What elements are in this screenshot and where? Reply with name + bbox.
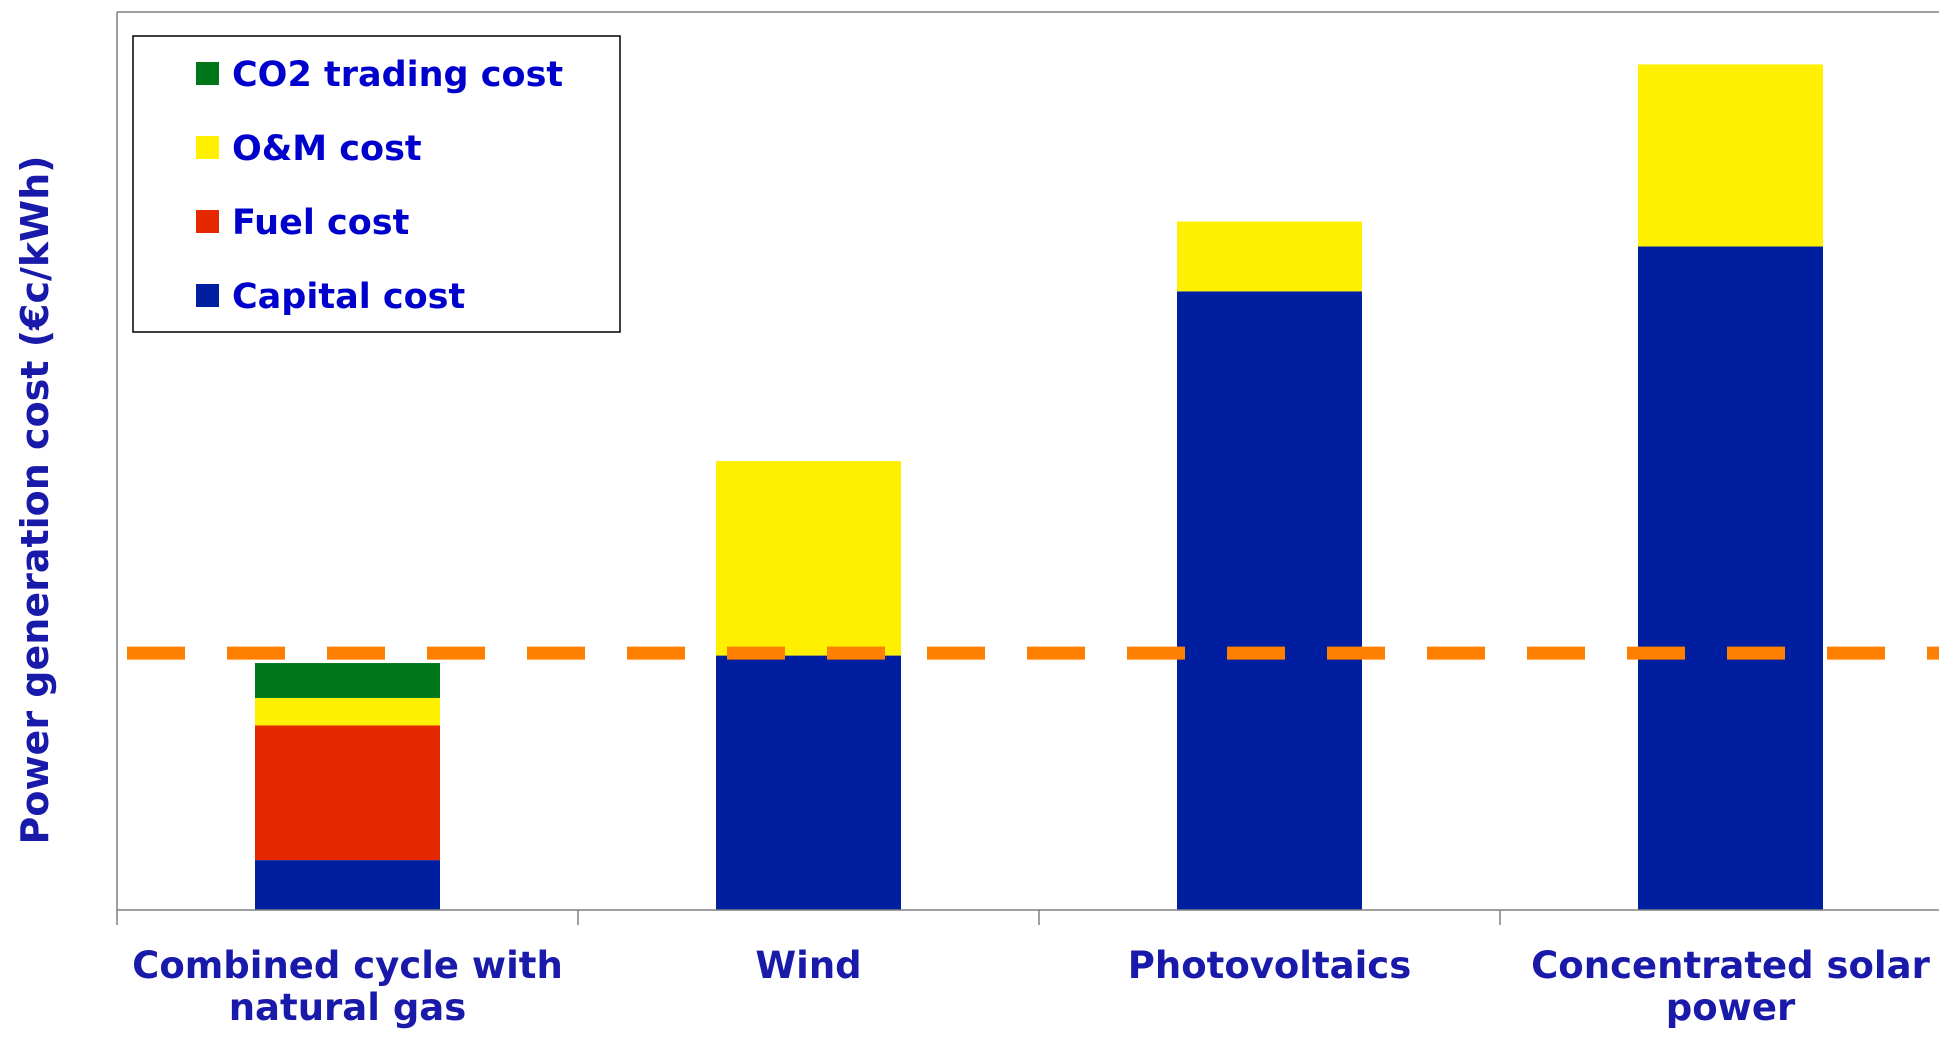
x-tick-label-line: Concentrated solar: [1531, 944, 1930, 987]
legend: CO2 trading cost O&M cost Fuel cost Capital…: [132, 35, 621, 333]
bar-segment: [1177, 221, 1362, 292]
legend-entry-label: Fuel cost: [232, 203, 409, 243]
x-tick-label: Concentrated solar power: [1531, 944, 1930, 1029]
x-tick-labels: Combined cycle with natural gas Wind Photov…: [132, 944, 1930, 1029]
legend-entry-label: O&M cost: [232, 129, 422, 169]
legend-swatch: [196, 210, 219, 233]
x-tick-label: Combined cycle with natural gas: [132, 944, 563, 1029]
bars-group: [255, 64, 1823, 910]
x-tick-label: Wind: [755, 944, 861, 987]
legend-box: [132, 35, 621, 333]
y-axis-label: Power generation cost (€c/kWh): [13, 155, 57, 844]
bar-segment: [255, 725, 440, 861]
plot-border: [116, 11, 1939, 910]
x-tick-label-line: natural gas: [229, 986, 467, 1029]
x-tick-label-line: Photovoltaics: [1128, 944, 1412, 987]
bar-segment: [716, 461, 901, 656]
legend-entry-label: Capital cost: [232, 277, 465, 317]
x-axis: [116, 909, 1939, 925]
x-tick-label-line: Combined cycle with: [132, 944, 563, 987]
legend-swatch: [196, 284, 219, 307]
x-tick-label-line: Wind: [755, 944, 861, 987]
bar-segment: [716, 655, 901, 910]
legend-entry-label: CO2 trading cost: [232, 55, 563, 95]
x-tick-label-line: power: [1666, 986, 1796, 1029]
bar-segment: [255, 697, 440, 726]
bar-segment: [1638, 64, 1823, 247]
x-tick-label: Photovoltaics: [1128, 944, 1412, 987]
bar-segment: [255, 663, 440, 698]
bar-segment: [1638, 246, 1823, 910]
y-axis-label-group: Power generation cost (€c/kWh): [13, 155, 57, 844]
bar-segment: [1177, 291, 1362, 910]
legend-swatch: [196, 136, 219, 159]
bar-segment: [255, 860, 440, 910]
legend-swatch: [196, 62, 219, 85]
